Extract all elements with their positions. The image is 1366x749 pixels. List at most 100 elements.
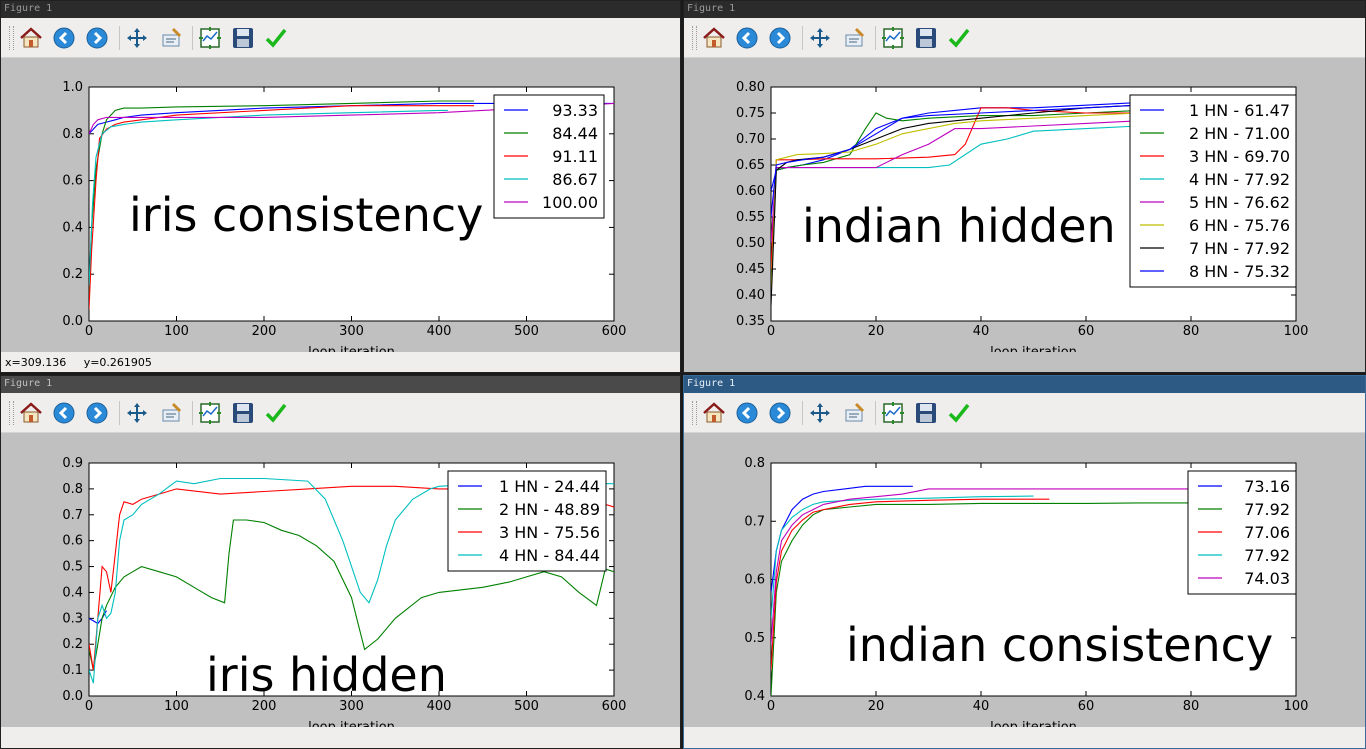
x-axis-label: loop iteration bbox=[990, 720, 1077, 727]
edit-check-icon bbox=[264, 26, 288, 50]
pan-button[interactable] bbox=[123, 24, 151, 52]
save-button[interactable] bbox=[912, 399, 940, 427]
x-axis-label: loop iteration bbox=[308, 345, 395, 352]
plot-canvas[interactable]: 0 20 40 60 80 100 0.4 0.5 0.6 0.7 0.8 loop iteratio… bbox=[684, 434, 1365, 735]
back-arrow-icon bbox=[52, 26, 76, 50]
y-tick-label: 0.2 bbox=[62, 267, 83, 282]
status-bar bbox=[1, 727, 680, 748]
subplots-button[interactable] bbox=[879, 399, 907, 427]
x-tick-label: 60 bbox=[1078, 699, 1095, 714]
y-tick-label: 0.35 bbox=[736, 314, 765, 329]
series-line bbox=[771, 109, 1296, 244]
edit-button[interactable] bbox=[262, 24, 290, 52]
legend-label: 77.92 bbox=[1244, 500, 1290, 519]
y-tick-label: 0.8 bbox=[744, 456, 765, 471]
forward-button[interactable] bbox=[83, 399, 111, 427]
subplots-button[interactable] bbox=[196, 399, 224, 427]
home-icon bbox=[702, 26, 726, 50]
x-tick-label: 400 bbox=[427, 699, 452, 714]
status-bar bbox=[684, 727, 1365, 748]
back-button[interactable] bbox=[50, 24, 78, 52]
home-icon bbox=[19, 26, 43, 50]
pan-button[interactable] bbox=[806, 24, 834, 52]
series-line bbox=[771, 109, 1192, 296]
pan-icon bbox=[808, 26, 832, 50]
x-tick-label: 40 bbox=[973, 324, 990, 339]
edit-check-icon bbox=[264, 401, 288, 425]
series-line bbox=[89, 109, 448, 286]
forward-arrow-icon bbox=[85, 401, 109, 425]
x-tick-label: 600 bbox=[602, 699, 627, 714]
subplots-button[interactable] bbox=[196, 24, 224, 52]
toolbar-grip[interactable] bbox=[9, 26, 14, 50]
forward-button[interactable] bbox=[766, 399, 794, 427]
x-tick-label: 500 bbox=[514, 324, 539, 339]
y-tick-label: 0.7 bbox=[744, 514, 765, 529]
y-tick-label: 0.0 bbox=[62, 689, 83, 704]
toolbar-grip[interactable] bbox=[692, 401, 697, 425]
pan-button[interactable] bbox=[123, 399, 151, 427]
y-tick-label: 0.45 bbox=[736, 262, 765, 277]
subplots-button[interactable] bbox=[879, 24, 907, 52]
forward-button[interactable] bbox=[83, 24, 111, 52]
toolbar bbox=[1, 18, 680, 58]
annotation-text: iris consistency bbox=[129, 188, 483, 242]
series-line bbox=[89, 100, 474, 298]
save-button[interactable] bbox=[912, 24, 940, 52]
back-button[interactable] bbox=[733, 24, 761, 52]
toolbar bbox=[684, 18, 1365, 58]
zoom-button[interactable] bbox=[157, 399, 185, 427]
y-tick-label: 0.6 bbox=[62, 534, 83, 549]
plot-canvas[interactable]: 0 20 40 60 80 100 0.35 0.40 0.45 0.50 0.55 0.60 0.65… bbox=[684, 59, 1365, 360]
x-tick-label: 100 bbox=[1284, 324, 1309, 339]
save-button[interactable] bbox=[229, 399, 257, 427]
toolbar-grip[interactable] bbox=[692, 26, 697, 50]
forward-button[interactable] bbox=[766, 24, 794, 52]
series-line bbox=[771, 495, 1034, 619]
subplots-icon bbox=[198, 401, 222, 425]
back-button[interactable] bbox=[733, 399, 761, 427]
toolbar-grip[interactable] bbox=[9, 401, 14, 425]
zoom-button[interactable] bbox=[157, 24, 185, 52]
legend-label: 8 HN - 75.32 bbox=[1189, 262, 1290, 281]
series-line bbox=[89, 519, 614, 671]
legend-label: 4 HN - 84.44 bbox=[499, 546, 600, 565]
edit-button[interactable] bbox=[945, 399, 973, 427]
home-button[interactable] bbox=[17, 24, 45, 52]
x-tick-label: 100 bbox=[164, 324, 189, 339]
y-tick-label: 0.4 bbox=[744, 689, 765, 704]
home-button[interactable] bbox=[700, 399, 728, 427]
zoom-button[interactable] bbox=[840, 399, 868, 427]
back-button[interactable] bbox=[50, 399, 78, 427]
edit-button[interactable] bbox=[262, 399, 290, 427]
x-tick-label: 200 bbox=[252, 699, 277, 714]
edit-check-icon bbox=[947, 401, 971, 425]
edit-check-icon bbox=[947, 26, 971, 50]
toolbar-separator bbox=[192, 26, 193, 50]
x-tick-label: 80 bbox=[1183, 699, 1200, 714]
plot-canvas[interactable]: 0 100 200 300 400 500 600 0.0 0.1 0.2 0.3 0.4 0.5 0.6… bbox=[1, 434, 680, 735]
toolbar-separator bbox=[875, 26, 876, 50]
save-button[interactable] bbox=[229, 24, 257, 52]
forward-arrow-icon bbox=[85, 26, 109, 50]
figure-window-iris-hidden: Figure 1 0 100 200 300 400 500 600 0.0 0.1 0.2 0.3… bbox=[0, 375, 681, 749]
plot-canvas[interactable]: 0 100 200 300 400 500 600 0.0 0.2 0.4 0.6 0.8 1.0 loo… bbox=[1, 59, 680, 360]
legend-label: 73.16 bbox=[1244, 477, 1290, 496]
legend-label: 74.03 bbox=[1244, 569, 1290, 588]
toolbar-separator bbox=[192, 401, 193, 425]
forward-arrow-icon bbox=[768, 401, 792, 425]
home-icon bbox=[19, 401, 43, 425]
y-tick-label: 0.3 bbox=[62, 611, 83, 626]
annotation-text: iris hidden bbox=[206, 648, 447, 702]
toolbar-separator bbox=[875, 401, 876, 425]
edit-button[interactable] bbox=[945, 24, 973, 52]
zoom-button[interactable] bbox=[840, 24, 868, 52]
y-tick-label: 1.0 bbox=[62, 80, 83, 95]
series-line bbox=[89, 102, 614, 135]
pan-button[interactable] bbox=[806, 399, 834, 427]
home-button[interactable] bbox=[17, 399, 45, 427]
home-button[interactable] bbox=[700, 24, 728, 52]
subplots-icon bbox=[198, 26, 222, 50]
legend-label: 84.44 bbox=[552, 124, 598, 143]
save-icon bbox=[914, 26, 938, 50]
